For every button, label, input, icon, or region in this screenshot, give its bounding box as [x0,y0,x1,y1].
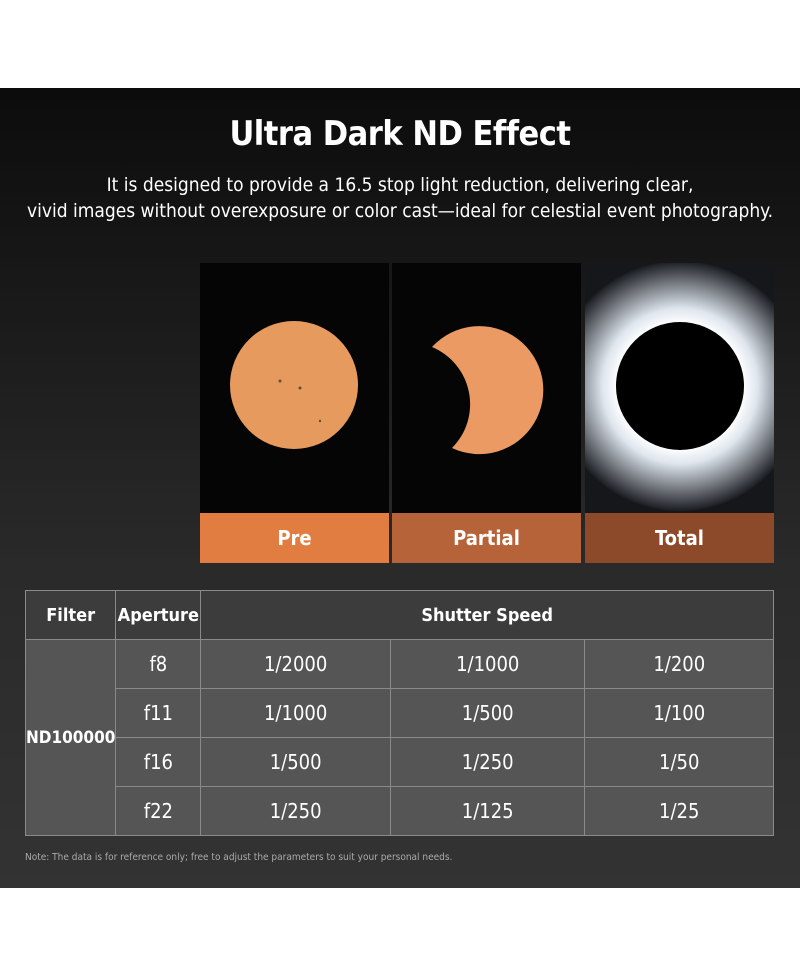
aperture-cell: f16 [115,737,202,787]
speed-cell: 1/250 [200,786,391,836]
panel-label: Total [585,513,774,563]
image-panel: Pre [200,263,389,563]
header-cell: Filter [24,590,117,640]
table: Filter Aperture Shutter Speed ND100000 f8… [24,590,774,836]
note: Note: The data is for reference only; fr… [25,852,453,863]
table-row: f16 1/500 1/250 1/50 [26,737,774,787]
speed-cell: 1/125 [389,786,586,836]
panel-label: Partial [392,513,581,563]
subtitle: It is designed to provide a 16.5 stop li… [106,174,694,196]
panel: Ultra Dark ND Effect It is designed to p… [0,88,800,888]
subtitle: vivid images without overexposure or col… [26,200,774,222]
table-row: f22 1/250 1/125 1/25 [26,786,774,836]
table-row: f11 1/1000 1/500 1/100 [26,688,774,738]
total-image [585,263,774,513]
image-panel: Total [585,263,774,563]
speed-cell: 1/250 [389,737,586,787]
sun-image [200,263,389,513]
speed-cell: 1/100 [584,688,774,738]
aperture-cell: f22 [115,786,202,836]
speed-cell: 1/500 [200,737,391,787]
table-row: ND100000 f8 1/2000 1/1000 1/200 [24,639,774,836]
partial-image [392,263,581,513]
speed-cell: 1/2000 [200,639,391,689]
image-panel: Partial [392,263,581,563]
speed-cell: 1/25 [584,786,774,836]
panel-label: Pre [200,513,389,563]
filter-cell: ND100000 [24,639,117,836]
speed-cell: 1/200 [584,639,774,689]
speed-cell: 1/50 [584,737,774,787]
header-cell: Shutter Speed [200,590,774,640]
title: Ultra Dark ND Effect [229,114,571,154]
speed-cell: 1/1000 [200,688,391,738]
aperture-cell: f8 [115,639,202,689]
header-cell: Aperture [115,590,202,640]
speed-cell: 1/500 [389,688,586,738]
speed-cell: 1/1000 [389,639,586,689]
aperture-cell: f11 [115,688,202,738]
